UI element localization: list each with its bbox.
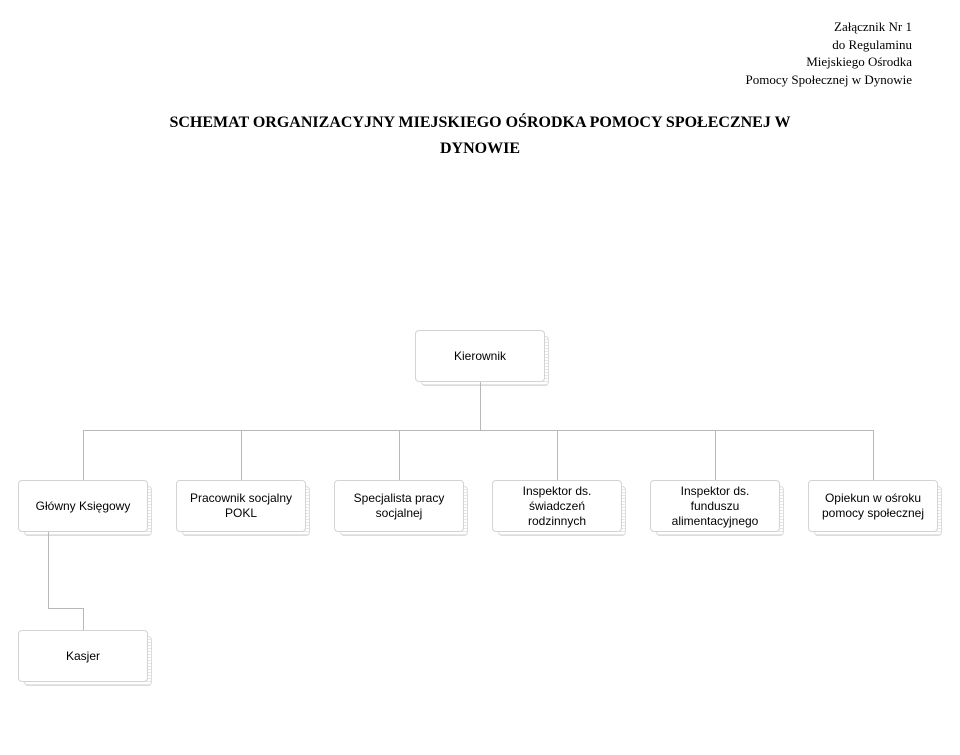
node-label: Kierownik (416, 331, 544, 381)
connector-drop (873, 430, 874, 480)
header-line: Pomocy Społecznej w Dynowie (746, 71, 912, 89)
header-line: Miejskiego Ośrodka (746, 53, 912, 71)
connector-kasjer (48, 608, 83, 609)
node-label: Inspektor ds. funduszu alimentacyjnego (651, 481, 779, 531)
connector-drop (557, 430, 558, 480)
header-line: Załącznik Nr 1 (746, 18, 912, 36)
title-line1: SCHEMAT ORGANIZACYJNY MIEJSKIEGO OŚRODKA… (0, 110, 960, 136)
node-label: Pracownik socjalny POKL (177, 481, 305, 531)
connector-kasjer (83, 608, 84, 630)
header-block: Załącznik Nr 1 do Regulaminu Miejskiego … (746, 18, 912, 88)
node-inspektor-fundusz: Inspektor ds. funduszu alimentacyjnego (650, 480, 780, 532)
connector-drop (83, 430, 84, 480)
node-label: Specjalista pracy socjalnej (335, 481, 463, 531)
header-line: do Regulaminu (746, 36, 912, 54)
connector-kasjer (48, 532, 49, 608)
node-label: Główny Księgowy (19, 481, 147, 531)
node-pracownik-pokl: Pracownik socjalny POKL (176, 480, 306, 532)
node-kasjer: Kasjer (18, 630, 148, 682)
connector-main-horiz (83, 430, 873, 431)
connector-drop (715, 430, 716, 480)
connector-drop (399, 430, 400, 480)
connector-main-vert (480, 382, 481, 430)
node-label: Kasjer (19, 631, 147, 681)
node-label: Opiekun w ośroku pomocy społecznej (809, 481, 937, 531)
node-specjalista: Specjalista pracy socjalnej (334, 480, 464, 532)
title-block: SCHEMAT ORGANIZACYJNY MIEJSKIEGO OŚRODKA… (0, 110, 960, 161)
title-line2: DYNOWIE (0, 136, 960, 162)
node-inspektor-swiadczen: Inspektor ds. świadczeń rodzinnych (492, 480, 622, 532)
node-kierownik: Kierownik (415, 330, 545, 382)
node-opiekun: Opiekun w ośroku pomocy społecznej (808, 480, 938, 532)
connector-drop (241, 430, 242, 480)
node-glowny-ksiegowy: Główny Księgowy (18, 480, 148, 532)
node-label: Inspektor ds. świadczeń rodzinnych (493, 481, 621, 531)
